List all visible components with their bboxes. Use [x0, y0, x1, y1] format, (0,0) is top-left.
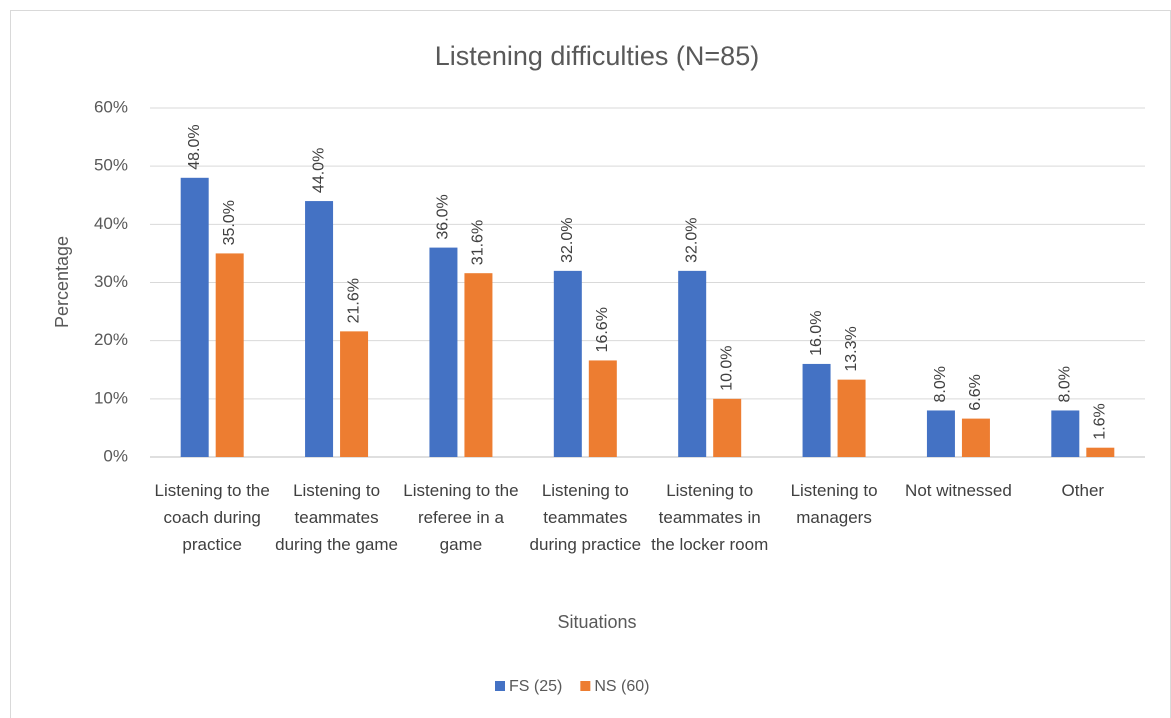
x-tick-label: Listening to the coach during practice — [154, 481, 270, 554]
data-label: 8.0% — [932, 366, 949, 402]
y-axis-title: Percentage — [52, 236, 72, 328]
legend-label: NS (60) — [594, 678, 649, 695]
bar — [553, 270, 582, 457]
data-label: 8.0% — [1057, 366, 1074, 402]
y-tick-label: 60% — [94, 97, 128, 116]
bar — [837, 379, 866, 457]
bar — [588, 360, 617, 457]
bar — [180, 177, 209, 458]
x-axis-title: Situations — [557, 612, 636, 632]
bar — [802, 363, 831, 457]
y-tick-label: 30% — [94, 272, 128, 291]
data-label: 31.6% — [470, 220, 487, 265]
data-label: 44.0% — [310, 148, 327, 193]
data-label: 13.3% — [843, 326, 860, 371]
data-label: 48.0% — [186, 124, 203, 169]
x-tick-label: Listening to teammates in the locker roo… — [651, 481, 769, 554]
y-tick-label: 40% — [94, 214, 128, 233]
bar — [215, 253, 244, 457]
x-tick-label: Not witnessed — [905, 481, 1012, 500]
x-tick-label: Listening to the referee in a game — [403, 481, 519, 554]
bar — [961, 418, 990, 457]
bar — [1051, 410, 1080, 457]
x-tick-label: Listening to managers — [790, 481, 878, 527]
data-label: 16.6% — [594, 307, 611, 352]
bar — [1086, 447, 1115, 457]
bar — [340, 331, 369, 457]
bar — [926, 410, 955, 457]
bar — [713, 398, 742, 457]
y-tick-label: 10% — [94, 388, 128, 407]
x-tick-label: Other — [1061, 481, 1105, 500]
data-label: 10.0% — [718, 345, 735, 390]
chart-title: Listening difficulties (N=85) — [435, 41, 759, 71]
legend-swatch — [580, 681, 591, 691]
bar — [429, 247, 458, 457]
data-label: 32.0% — [559, 217, 576, 262]
bar — [305, 201, 334, 457]
x-tick-label: Listening to teammates during practice — [529, 481, 642, 554]
y-tick-label: 0% — [103, 446, 128, 465]
bar — [464, 273, 493, 457]
legend-swatch — [495, 681, 505, 691]
y-tick-label: 50% — [94, 156, 128, 175]
data-label: 32.0% — [683, 217, 700, 262]
data-label: 6.6% — [967, 374, 984, 410]
data-label: 21.6% — [345, 278, 362, 323]
data-label: 16.0% — [808, 311, 825, 356]
data-label: 35.0% — [221, 200, 238, 245]
data-label: 1.6% — [1092, 403, 1109, 439]
y-tick-label: 20% — [94, 330, 128, 349]
x-tick-label: Listening to teammates during the game — [275, 481, 398, 554]
legend-label: FS (25) — [509, 678, 562, 695]
data-label: 36.0% — [435, 194, 452, 239]
bar — [678, 270, 707, 457]
